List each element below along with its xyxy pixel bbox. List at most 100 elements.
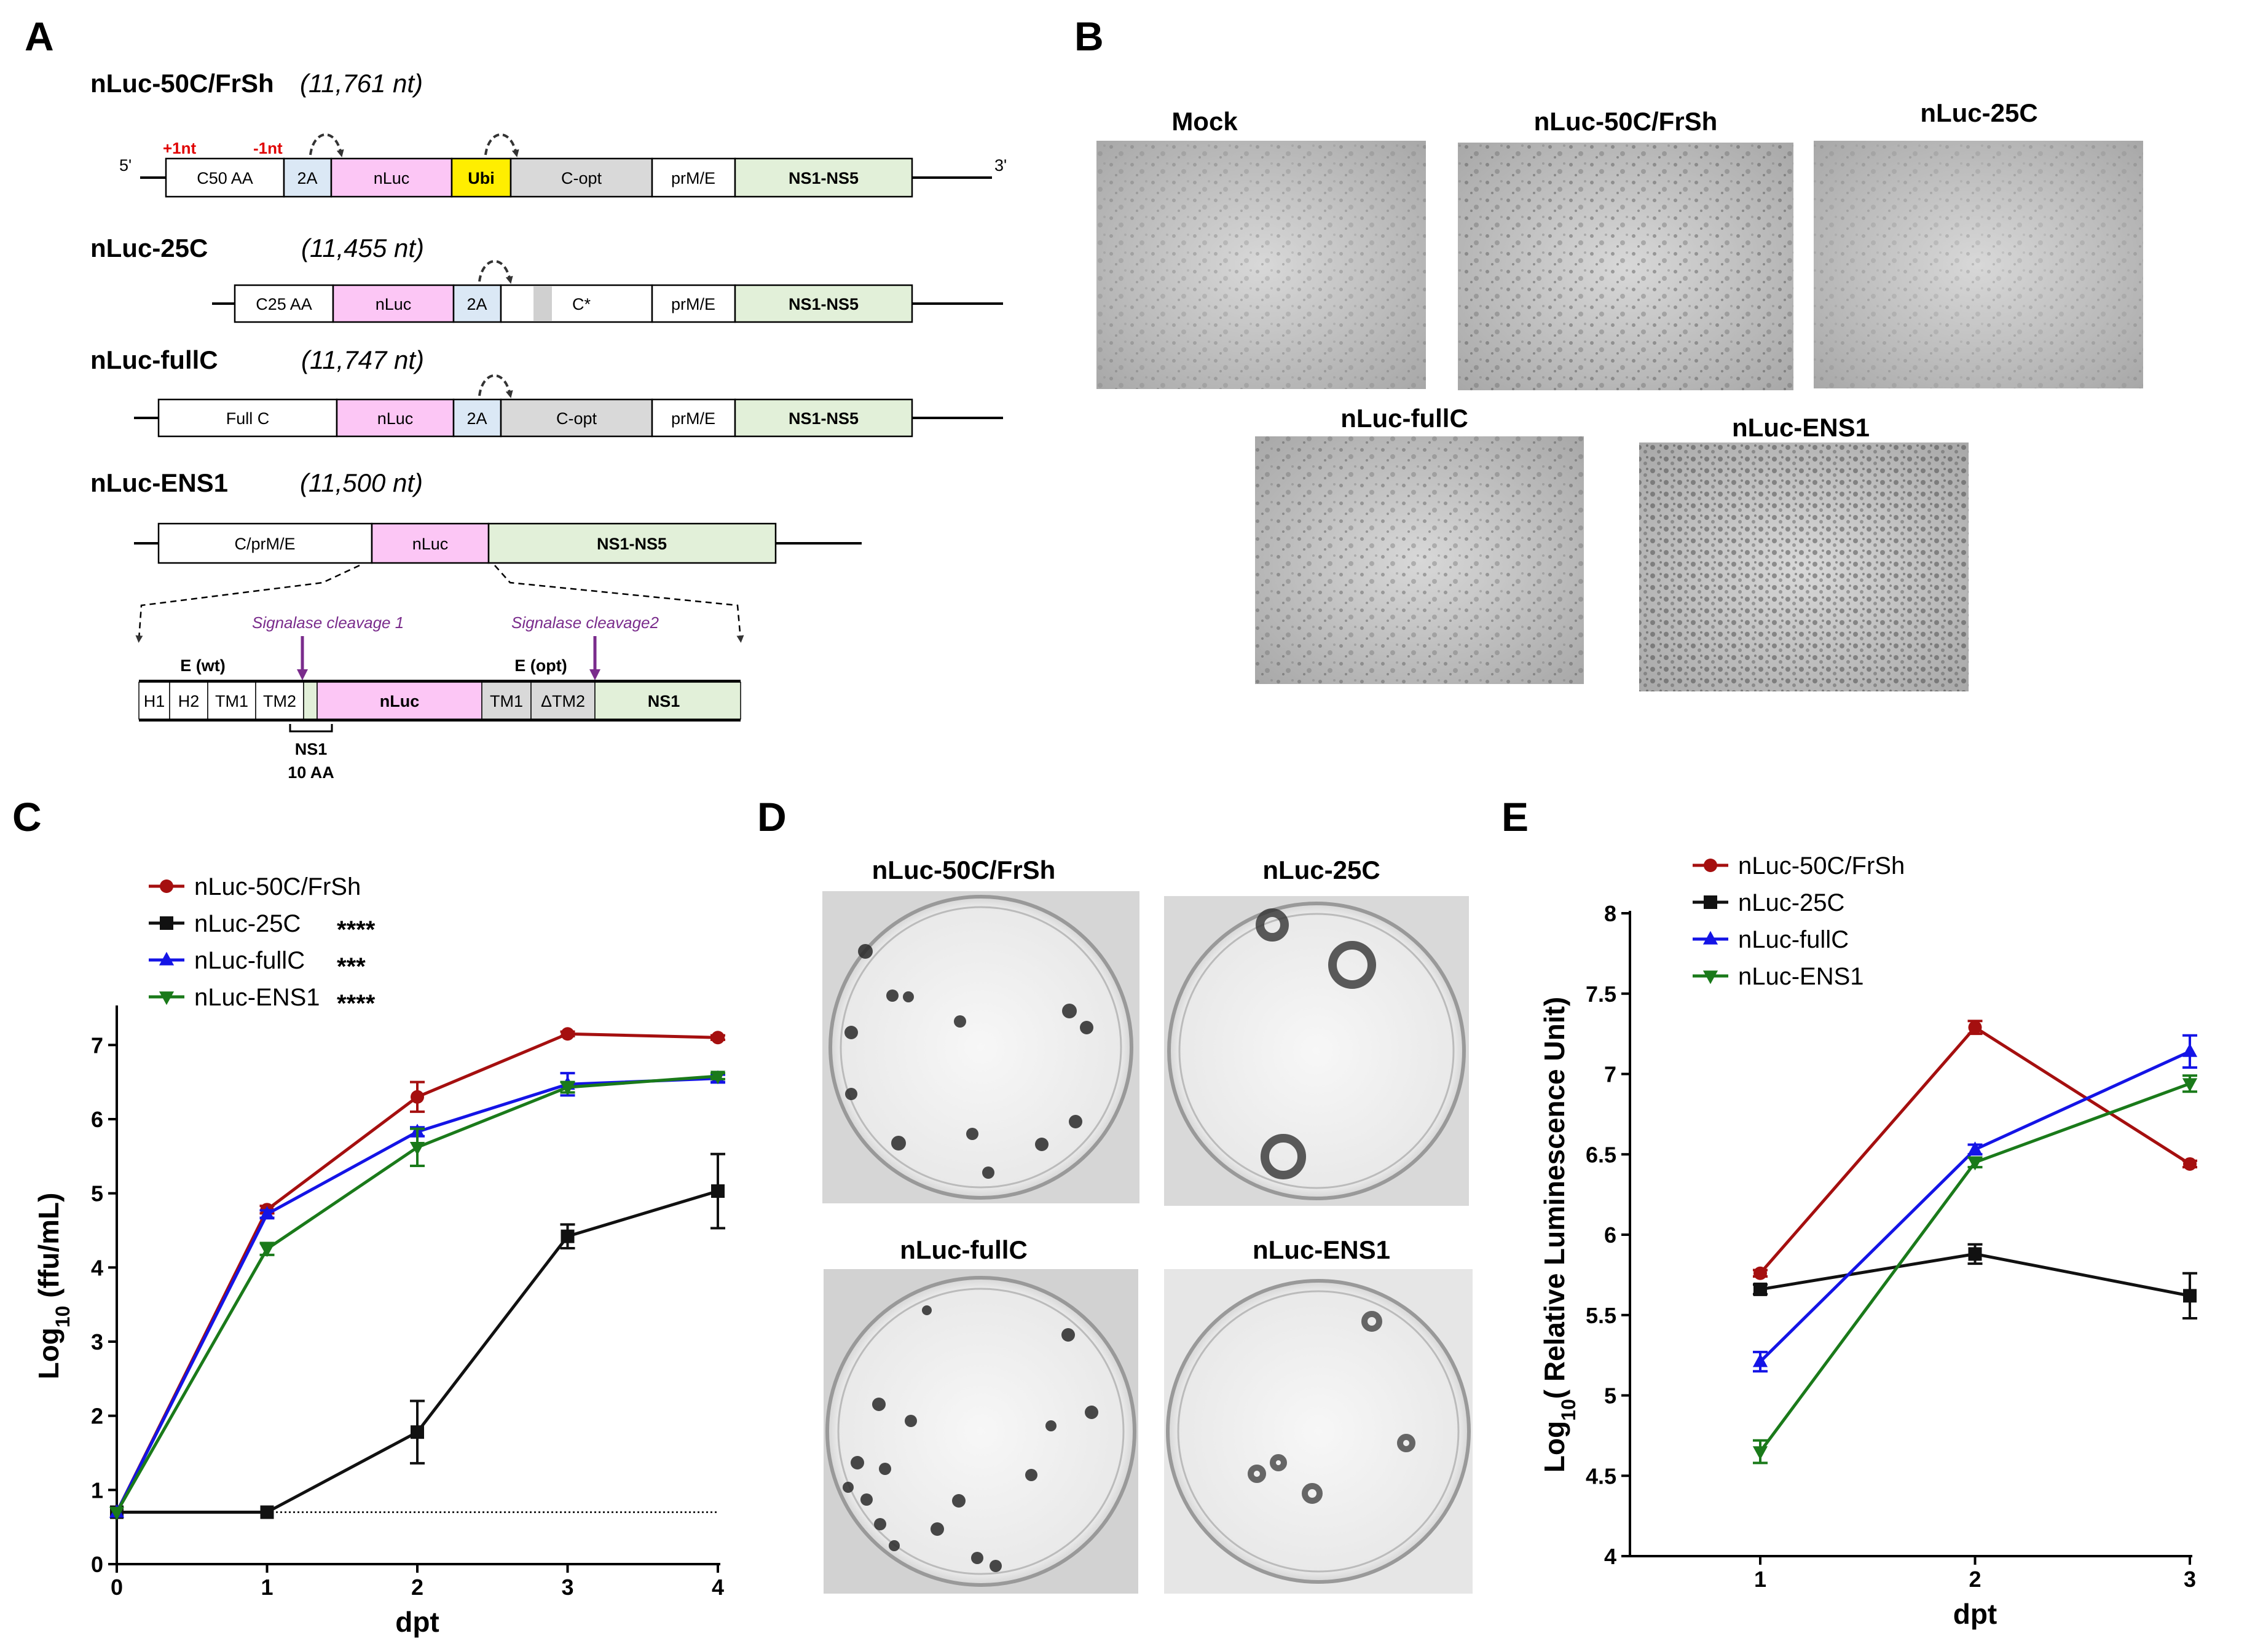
data-point [2183,1157,2197,1171]
y-tick-label: 1 [91,1477,103,1503]
data-point [1967,1141,1983,1155]
construct-length: (11,761 nt) [300,69,423,98]
panel-a-construct-diagrams: nLuc-50C/FrSh (11,761 nt) 5' 3' C50 AA 2… [90,69,1007,782]
segment-label: NS1-NS5 [789,409,859,428]
segment-label: C50 AA [197,169,253,187]
zoom-guide-right [494,565,744,643]
data-point [260,1505,274,1519]
segment-label: 2A [466,295,487,313]
x-tick-label: 1 [1754,1567,1766,1592]
plaques-50c-frsh [844,944,1093,1179]
y-tick-label: 0 [91,1552,103,1577]
segment-tm1 [481,682,532,720]
micrograph-title: nLuc-ENS1 [1732,413,1870,442]
x-axis-label: dpt [1953,1598,1997,1630]
micrograph-nluc-fullc [1255,436,1584,684]
construct-name: nLuc-ENS1 [90,468,228,497]
data-point [561,1229,575,1243]
plaque-dish-nluc-25c [1164,896,1469,1206]
segment-label: NS1-NS5 [597,535,667,553]
plaque-dish-nluc-ens1 [1164,1269,1473,1594]
y-axis-label: Log10( Relative Luminescence Unit) [1538,997,1580,1473]
panel-label-e: E [1501,794,1529,840]
y-tick-label: 7 [1604,1062,1616,1087]
plus1nt-label: +1nt [163,139,197,157]
data-point [1968,1020,1982,1034]
micrograph-title: Mock [1171,107,1238,136]
x-tick-label: 3 [2184,1567,2196,1592]
x-tick-label: 2 [411,1575,423,1600]
segment-c-opt [500,398,653,438]
segment-label: prM/E [671,169,715,187]
segment-ubi [451,157,512,198]
three-prime-label: 3' [994,156,1007,175]
dish-title: nLuc-25C [1262,856,1380,884]
segment-c-prm-e [157,522,373,564]
segment-ns1-short [303,682,318,720]
data-point [411,1425,424,1439]
legend-label: nLuc-25C [194,910,301,937]
frameshift-arrow [309,133,344,157]
segment-label: C/prM/E [234,535,295,553]
data-point [711,1031,725,1045]
ns1-bracket [289,724,333,733]
y-tick-label: 8 [1604,901,1616,926]
five-prime-label: 5' [119,156,132,175]
frameshift-arrow [478,260,513,284]
micrograph-title: nLuc-25C [1920,98,2037,127]
segment-label: nLuc [380,692,420,710]
y-axis-label-main: Log [33,1328,65,1379]
y-tick-label: 5.5 [1586,1303,1616,1328]
x-tick-label: 3 [561,1575,573,1600]
construct-length: (11,747 nt) [301,345,424,374]
dish-title: nLuc-fullC [900,1235,1028,1264]
data-point [710,1071,726,1085]
plaque-dish-nluc-50c-frsh [822,891,1139,1203]
segment-prme [651,284,736,323]
segment-full-c [157,398,338,438]
y-axis-label-main: Log [1538,1421,1570,1473]
segment-h2 [169,682,208,720]
segment-label: TM1 [490,692,523,710]
data-point [259,1206,275,1220]
segment-ns1-ns5 [734,398,913,438]
x-tick-label: 0 [111,1575,123,1600]
segment-label: prM/E [671,409,715,428]
signalase-cleavage-2-label: Signalase cleavage2 [511,613,659,632]
plaques-ens1 [1248,1311,1415,1504]
e-wt-label: E (wt) [180,656,226,675]
segment-label: H2 [178,692,200,710]
micrograph-nluc-ens1 [1639,442,1969,691]
micrograph-nluc-50c-frsh [1458,143,1793,390]
data-point [711,1184,725,1198]
data-point [259,1243,275,1257]
y-tick-label: 3 [91,1329,103,1355]
luminescence-chart-e: 4 4.5 5 5.5 6 6.5 7 7.5 8 1 2 3 dpt Log10( Relative L… [1538,852,2198,1630]
deleted-region-marker [533,286,552,321]
legend-label: nLuc-ENS1 [194,984,320,1011]
micrograph-mock [1096,141,1426,389]
y-tick-label: 7 [91,1032,103,1058]
data-point [2183,1289,2197,1303]
segment-label: NS1-NS5 [789,169,859,187]
segment-c-star [500,284,653,323]
panel-label-c: C [12,794,42,840]
segment-label: Full C [226,409,270,428]
y-tick-label: 6 [1604,1222,1616,1248]
legend-marker [1704,895,1717,909]
y-tick-label: 4 [91,1255,103,1280]
frameshift-arrow [478,374,513,398]
data-point [1753,1266,1767,1280]
series-line [1759,1050,2191,1363]
legend-marker [160,916,173,930]
segment-label: TM1 [215,692,248,710]
data-point [561,1027,575,1041]
x-tick-label: 2 [1969,1567,1981,1592]
segment-label: nLuc [376,295,412,313]
micrograph-title: nLuc-fullC [1340,404,1468,433]
segment-2a [452,284,502,323]
data-point [109,1506,125,1520]
legend-label: nLuc-50C/FrSh [1738,852,1905,879]
ns1-10aa-label: NS1 [295,740,328,758]
